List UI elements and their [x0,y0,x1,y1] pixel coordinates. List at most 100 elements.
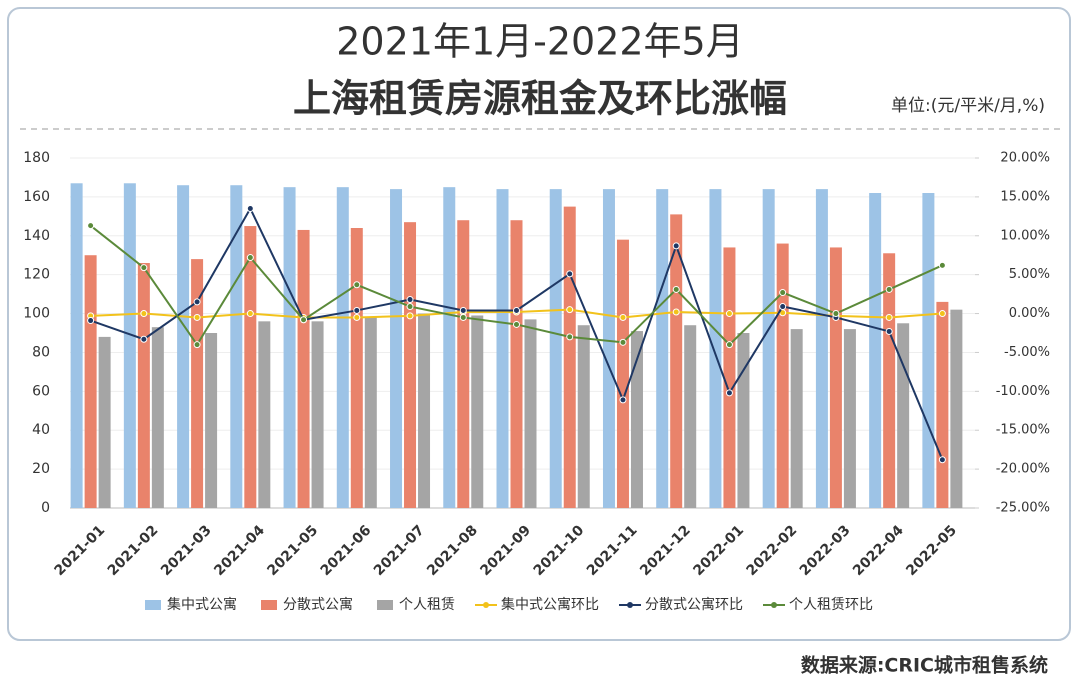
bar [524,319,537,508]
bar [191,259,204,508]
line-point [566,333,574,341]
y2-tick-label: 20.00% [1000,151,1050,166]
line-point [779,303,787,311]
line-point [672,285,680,293]
line-point [725,310,733,318]
source: 数据来源:CRIC城市租售系统 [801,654,1048,677]
bar [762,189,775,508]
line-point [938,261,946,269]
line-point [832,310,840,318]
line-point [885,327,893,335]
bar [457,220,470,508]
line-point [459,306,467,314]
y2-tick-label: -10.00% [996,384,1050,399]
bar [311,321,324,508]
line-point [885,313,893,321]
bar [776,243,789,509]
legend-label: 集中式公寓 [167,596,237,613]
line-point [193,313,201,321]
line-point [300,316,308,324]
bar [897,323,910,508]
bar [364,317,377,508]
bar [630,331,643,508]
bar [283,187,296,508]
y2-tick-label: -5.00% [1004,345,1050,360]
y-tick-label: 40 [32,422,50,438]
bar [70,183,83,508]
bar [496,189,509,508]
legend-label: 分散式公寓环比 [645,596,743,613]
bar [471,315,484,508]
bar [84,255,97,508]
chart-subtitle: 上海租赁房源租金及环比涨幅 [293,77,787,121]
y2-tick-label: -15.00% [996,423,1050,438]
bar [829,247,842,508]
bar [244,226,257,509]
bar [737,333,750,508]
line-point [885,285,893,293]
legend-label: 集中式公寓环比 [501,596,599,613]
y-tick-label: 160 [23,189,50,205]
line-point [406,312,414,320]
y-tick-label: 140 [23,228,50,244]
legend-label: 个人租赁 [399,597,455,613]
line-point [459,313,467,321]
bar [123,183,136,508]
bar [230,185,243,508]
y-tick-label: 100 [23,306,50,322]
bar [390,189,403,508]
bar [790,329,803,508]
bar [723,247,736,508]
legend-swatch [771,602,777,608]
line-point [193,298,201,306]
line-point [672,242,680,250]
line-point [406,303,414,311]
bar [336,187,349,508]
line-point [353,306,361,314]
bar [418,313,431,508]
bar [577,325,590,508]
bar [815,189,828,508]
line-point [246,254,254,262]
chart-title: 2021年1月-2022年5月 [336,20,743,64]
line-point [246,310,254,318]
y2-tick-label: 15.00% [1000,189,1050,204]
legend-swatch [145,600,161,610]
bar [350,228,363,508]
bar [656,189,669,508]
y2-tick-label: 5.00% [1009,267,1050,282]
y2-tick-label: -25.00% [996,501,1050,516]
bar [205,333,218,508]
line-point [938,310,946,318]
bar [297,229,310,508]
line-point [725,341,733,349]
legend-swatch [627,602,633,608]
line-point [619,313,627,321]
line-point [566,270,574,278]
bar [843,329,856,508]
line-point [140,335,148,343]
legend-swatch [261,600,277,610]
line-point [193,341,201,349]
bar [950,309,963,508]
bar [684,325,697,508]
legend-label: 分散式公寓 [283,596,353,613]
unit-label: 单位:(元/平米/月,%) [891,96,1045,116]
line-point [725,389,733,397]
y-tick-label: 120 [23,267,50,283]
bar [404,222,417,508]
bar [258,321,271,508]
line-point [140,264,148,272]
line-point [87,222,95,230]
y2-tick-label: -20.00% [996,462,1050,477]
line-point [513,320,520,328]
bar [151,327,164,508]
line-point [619,338,627,346]
bar [510,220,523,508]
card [7,7,1071,641]
y2-tick-label: 0.00% [1009,306,1050,321]
y-tick-label: 60 [32,383,50,399]
line-point [672,308,680,316]
y-tick-label: 20 [32,461,50,477]
